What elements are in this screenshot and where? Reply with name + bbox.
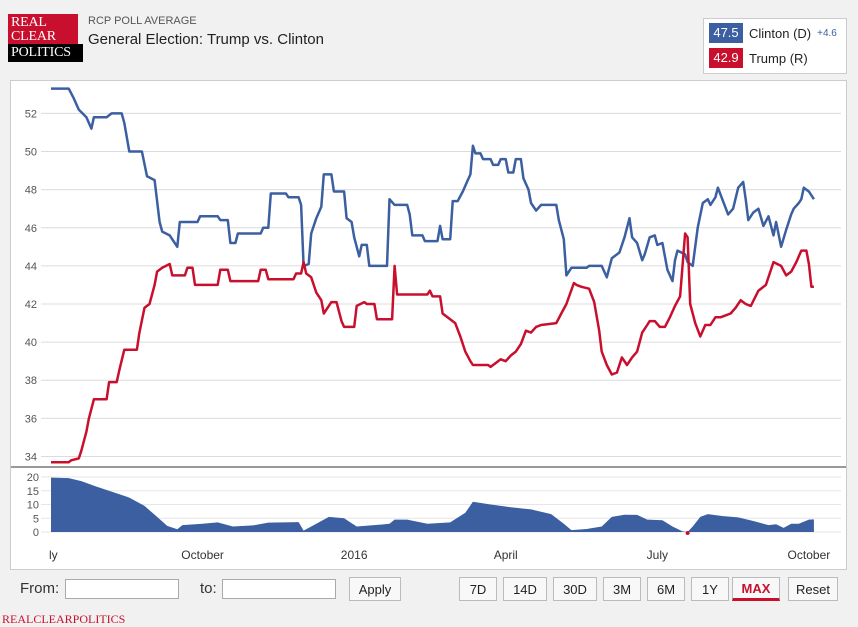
rcp-logo[interactable]: REAL CLEAR POLITICS: [8, 14, 83, 62]
apply-button[interactable]: Apply: [349, 577, 401, 601]
y-tick-label: 44: [25, 261, 37, 273]
y-tick-label: 46: [25, 223, 37, 235]
spread-y-tick-label: 15: [27, 486, 39, 498]
range-7d-button[interactable]: 7D: [459, 577, 497, 601]
from-date-input[interactable]: [65, 579, 179, 599]
reset-button[interactable]: Reset: [788, 577, 838, 601]
spread-area: [51, 477, 814, 532]
trump-line: [51, 232, 814, 464]
range-14d-button[interactable]: 14D: [503, 577, 547, 601]
y-tick-label: 48: [25, 185, 37, 197]
spread-y-tick-label: 0: [33, 527, 39, 539]
x-tick-label: October: [181, 548, 224, 562]
logo-line-3: POLITICS: [8, 44, 83, 62]
to-label: to:: [200, 580, 217, 597]
trump-legend-label: Trump (R): [749, 50, 808, 66]
footer-logo[interactable]: REALCLEARPOLITICS: [2, 612, 126, 626]
chart-panel[interactable]: 34 36 38 40 42 44 46 48 50 52 0 5 10 15 20 ly October 201…: [10, 80, 847, 570]
y-tick-label: 42: [25, 299, 37, 311]
y-tick-label: 36: [25, 413, 37, 425]
range-6m-button[interactable]: 6M: [647, 577, 685, 601]
spread-y-tick-label: 5: [33, 513, 39, 525]
chart-subtitle: RCP POLL AVERAGE: [88, 15, 197, 27]
y-tick-label: 40: [25, 337, 37, 349]
spread-negative-point: [685, 531, 690, 535]
range-3m-button[interactable]: 3M: [603, 577, 641, 601]
logo-line-2: CLEAR: [11, 29, 56, 44]
spread-value: +4.6: [817, 27, 837, 39]
to-date-input[interactable]: [222, 579, 336, 599]
y-tick-label: 52: [25, 108, 37, 120]
date-range-controls: From: to: Apply 7D 14D 30D 3M 6M 1Y MAX …: [10, 570, 845, 608]
range-1y-button[interactable]: 1Y: [691, 577, 729, 601]
poll-chart[interactable]: 34 36 38 40 42 44 46 48 50 52 0 510 15 20 ly October 201…: [11, 81, 846, 569]
trump-value-badge: 42.9: [709, 48, 743, 68]
legend: 47.5 Clinton (D) +4.6 42.9 Trump (R): [703, 18, 847, 74]
x-tick-label: ly: [49, 548, 58, 562]
logo-line-1: REAL: [11, 15, 47, 30]
clinton-legend-label: Clinton (D): [749, 25, 812, 41]
clinton-line: [51, 87, 815, 283]
spread-y-tick-label: 20: [27, 472, 39, 484]
y-tick-label: 38: [25, 375, 37, 387]
chart-title: General Election: Trump vs. Clinton: [88, 31, 324, 48]
x-tick-label: October: [788, 548, 831, 562]
legend-item-trump: 42.9 Trump (R): [709, 48, 808, 68]
spread-y-tick-label: 10: [27, 500, 39, 512]
clinton-value-badge: 47.5: [709, 23, 743, 43]
x-tick-label: April: [494, 548, 518, 562]
x-tick-label: 2016: [341, 548, 368, 562]
y-tick-label: 50: [25, 147, 37, 159]
from-label: From:: [20, 580, 60, 597]
range-30d-button[interactable]: 30D: [553, 577, 597, 601]
range-max-button[interactable]: MAX: [732, 577, 780, 601]
legend-item-clinton: 47.5 Clinton (D) +4.6: [709, 23, 837, 43]
x-tick-label: July: [647, 548, 668, 562]
y-tick-label: 34: [25, 451, 37, 463]
